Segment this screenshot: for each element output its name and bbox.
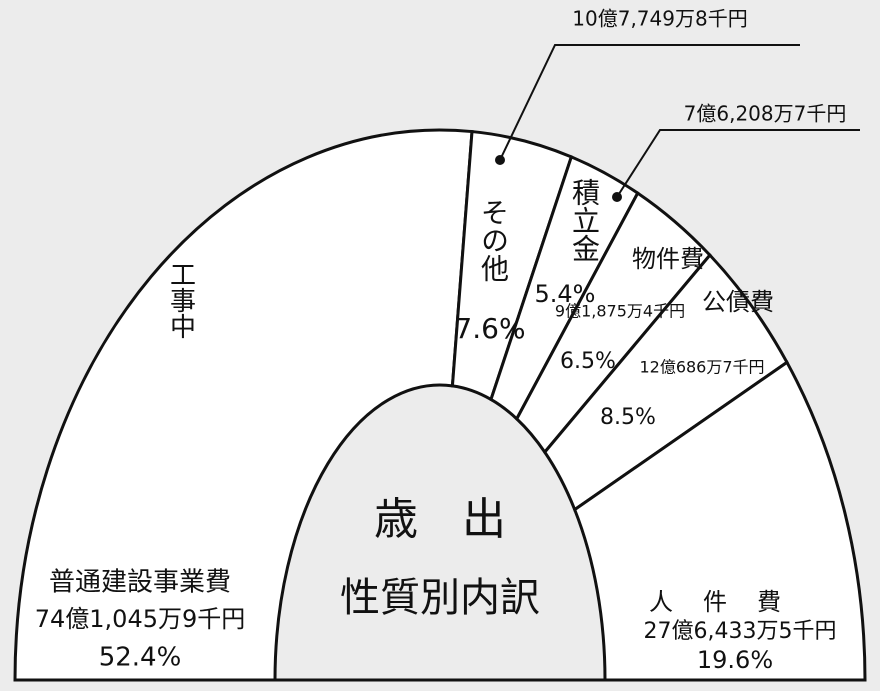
illustration-text: 工事中 bbox=[166, 261, 196, 339]
category-label: 公債費 bbox=[702, 288, 774, 316]
category-label: 普通建設事業費 bbox=[49, 568, 231, 598]
amount-label: 10億7,749万8千円 bbox=[572, 7, 747, 31]
amount-label: 27億6,433万5千円 bbox=[644, 619, 837, 644]
value-label: 7.6% bbox=[454, 312, 525, 345]
category-label: 積立金 bbox=[568, 178, 601, 262]
center-subtitle: 性質別内訳 bbox=[340, 575, 540, 621]
value-label: 8.5% bbox=[600, 405, 656, 430]
leader-dot bbox=[495, 155, 505, 165]
amount-label: 74億1,045万9千円 bbox=[35, 605, 246, 633]
amount-label: 12億686万7千円 bbox=[639, 358, 764, 377]
leader-dot bbox=[612, 192, 622, 202]
value-label: 19.6% bbox=[697, 646, 773, 674]
amount-label: 9億1,875万4千円 bbox=[555, 302, 685, 321]
center-title: 歳 出 bbox=[374, 494, 506, 545]
category-label: 人件費 bbox=[649, 588, 811, 616]
amount-label: 7億6,208万7千円 bbox=[684, 102, 847, 126]
chart: 歳 出性質別内訳 工事中普通建設事業費 74億1,045万9千円 52.4% その他 10… bbox=[0, 0, 880, 691]
category-label: その他 bbox=[477, 198, 510, 282]
category-label: 物件費 bbox=[632, 245, 704, 273]
value-label: 52.4% bbox=[99, 643, 182, 673]
value-label: 6.5% bbox=[560, 349, 616, 374]
